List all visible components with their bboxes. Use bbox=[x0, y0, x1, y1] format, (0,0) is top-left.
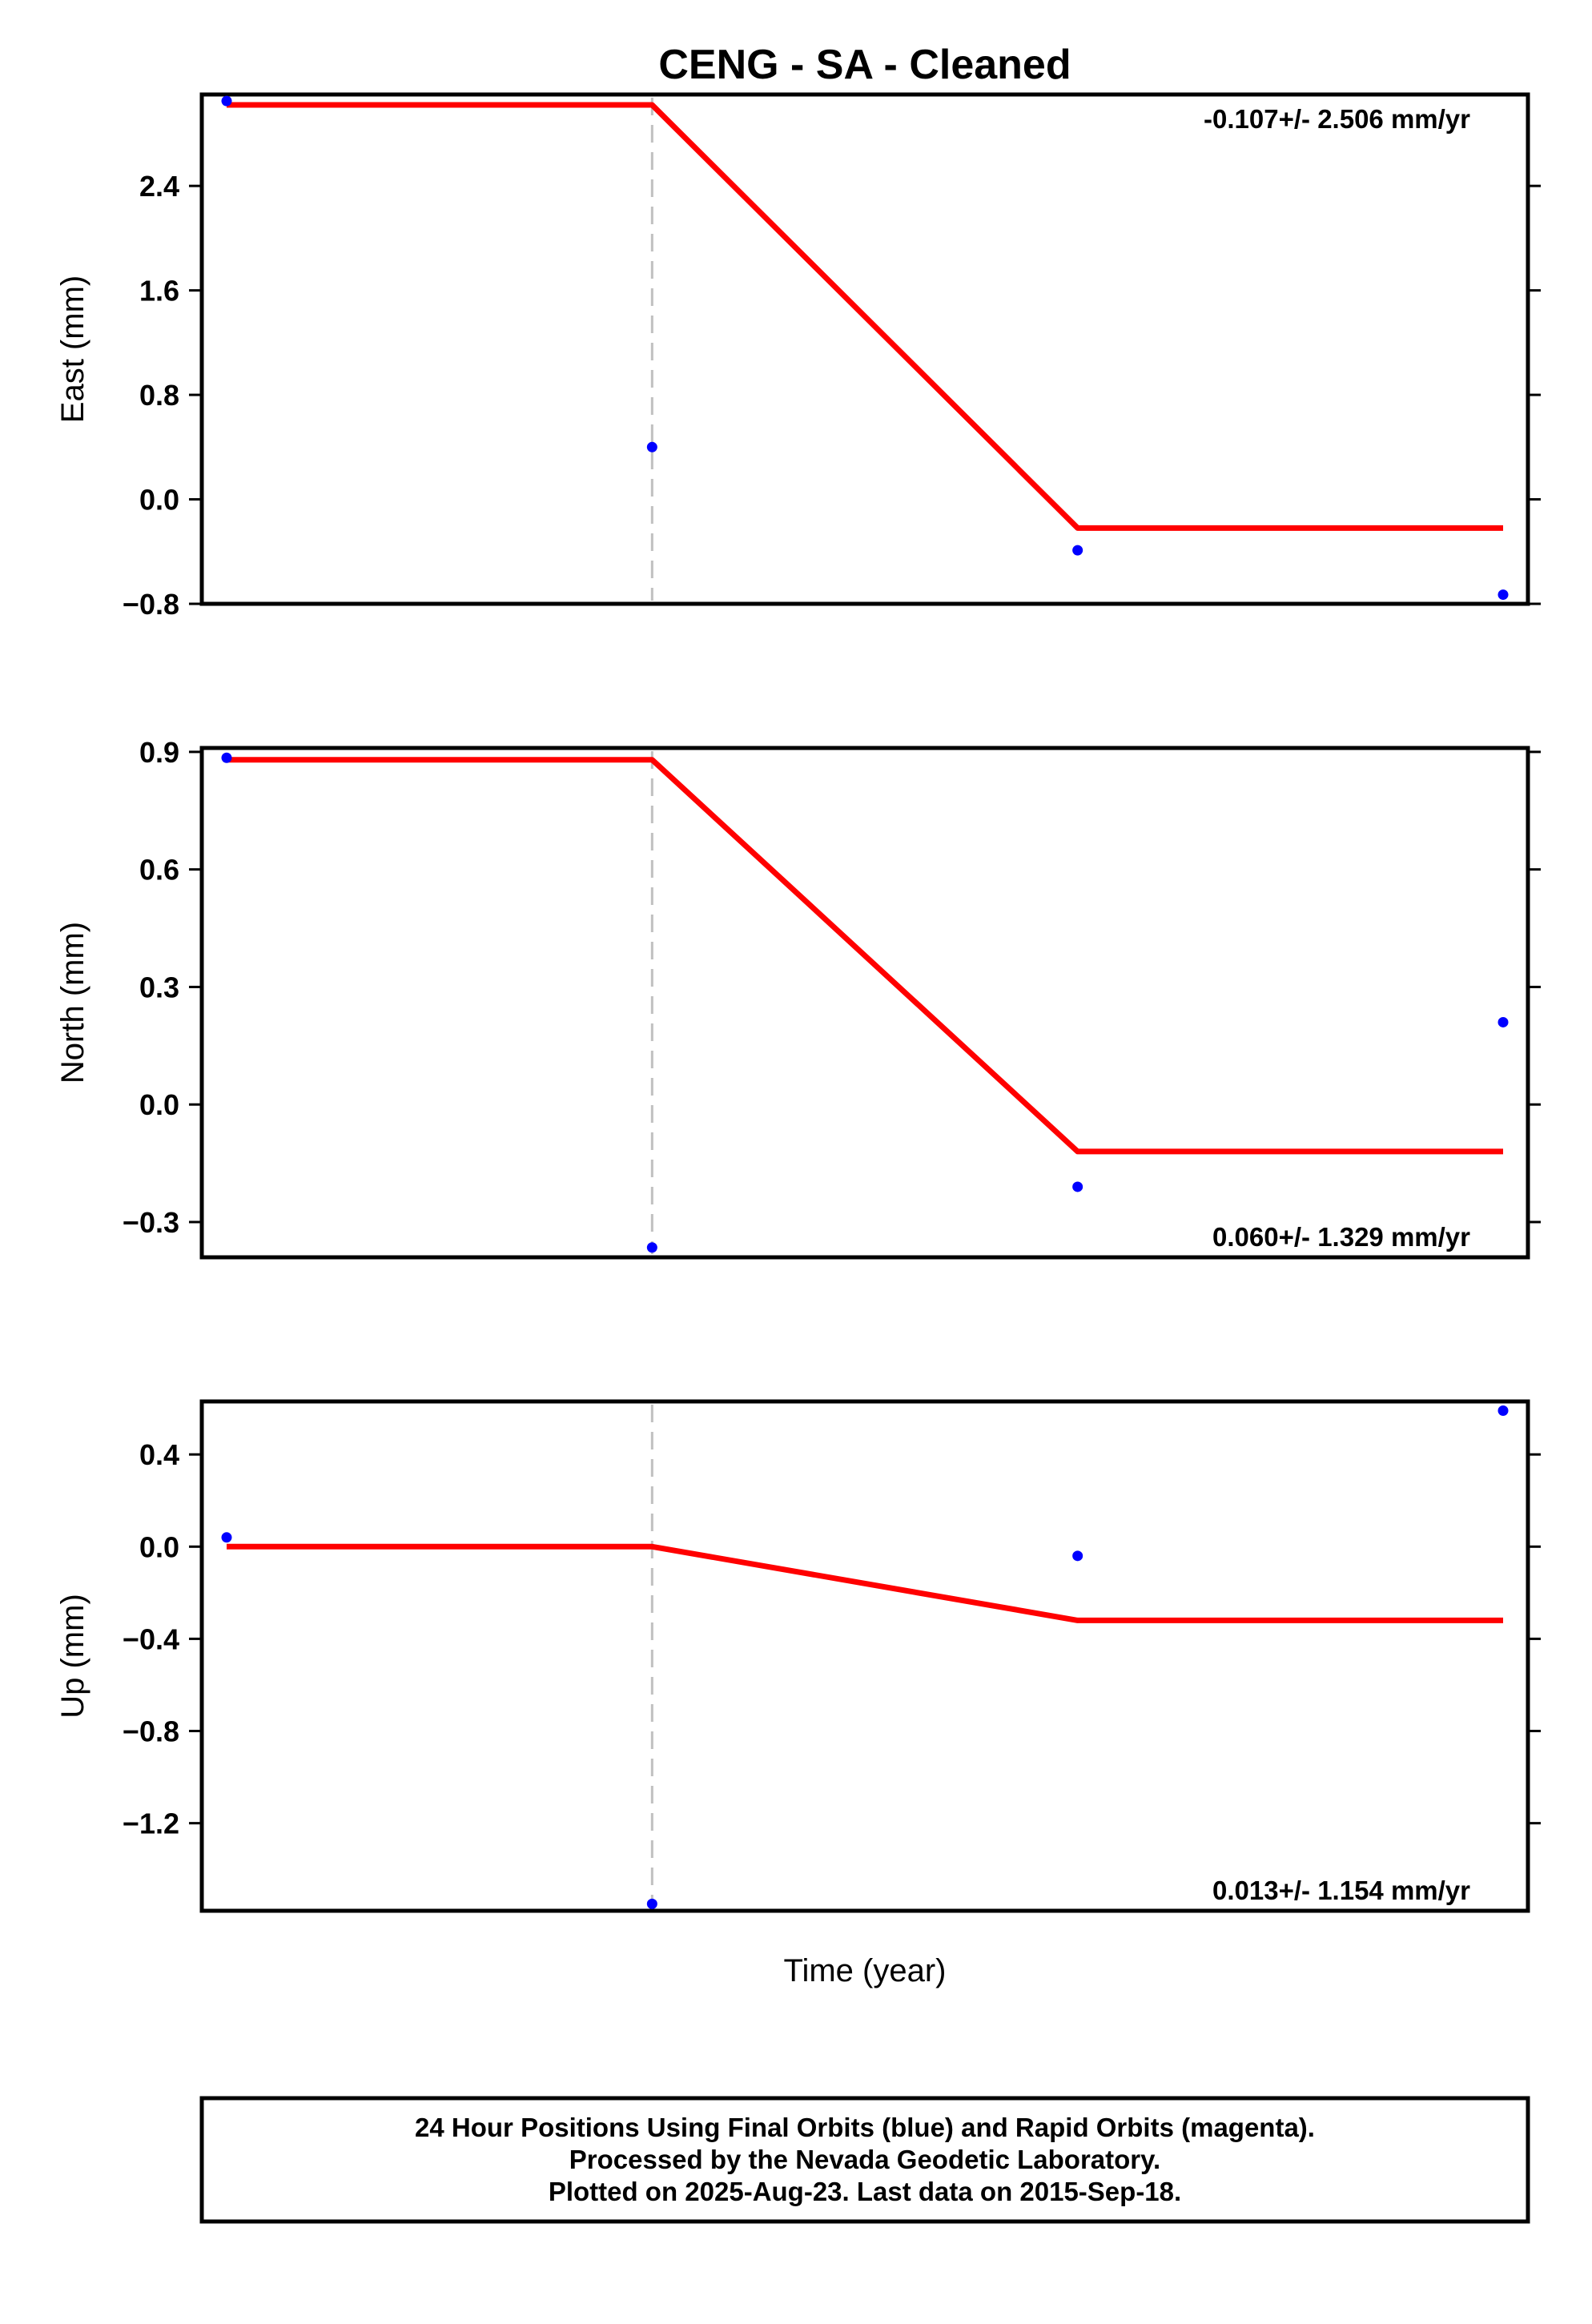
east-panel: 2.4 1.6 0.8 0.0 −0.8 East (mm) -0.107+/- 2.506… bbox=[55, 92, 1541, 621]
east-ytick-label: 0.0 bbox=[139, 484, 179, 517]
east-ytick-label: 1.6 bbox=[139, 275, 179, 308]
north-y-axis-label: North (mm) bbox=[55, 922, 90, 1084]
north-ytick-label: 0.6 bbox=[139, 854, 179, 887]
north-ytick-label: 0.0 bbox=[139, 1088, 179, 1121]
up-data-point bbox=[646, 1898, 657, 1909]
up-y-axis-label: Up (mm) bbox=[55, 1594, 90, 1719]
up-ytick-label: −0.4 bbox=[123, 1622, 179, 1655]
east-data-point bbox=[1498, 589, 1509, 601]
up-ytick-label: −0.8 bbox=[123, 1715, 179, 1748]
east-model-line bbox=[227, 102, 1503, 531]
footer-line-3: Plotted on 2025-Aug-23. Last data on 201… bbox=[549, 2177, 1181, 2206]
east-ytick-label: 2.4 bbox=[139, 170, 179, 203]
footer-box: 24 Hour Positions Using Final Orbits (bl… bbox=[199, 2096, 1530, 2224]
up-ytick-label: 0.4 bbox=[139, 1438, 179, 1471]
up-rate-label: 0.013+/- 1.154 mm/yr bbox=[1212, 1876, 1470, 1905]
north-data-point bbox=[221, 752, 232, 763]
up-model-line bbox=[227, 1543, 1503, 1623]
north-frame bbox=[199, 746, 1530, 1260]
footer-line-2: Processed by the Nevada Geodetic Laborat… bbox=[569, 2145, 1160, 2174]
up-ytick-label: −1.2 bbox=[123, 1807, 179, 1840]
up-frame bbox=[199, 1399, 1530, 1913]
footer-line-1: 24 Hour Positions Using Final Orbits (bl… bbox=[415, 2113, 1315, 2142]
east-ytick-label: 0.8 bbox=[139, 379, 179, 412]
east-data-point bbox=[1072, 545, 1083, 556]
north-data-point bbox=[1072, 1181, 1083, 1192]
x-axis-label: Time (year) bbox=[784, 1953, 947, 1988]
north-data-point bbox=[646, 1242, 657, 1253]
north-panel: 0.9 0.6 0.3 0.0 −0.3 North (mm) 0.060+/- 1.329… bbox=[55, 736, 1541, 1260]
east-data-point bbox=[646, 441, 657, 452]
north-ytick-label: 0.9 bbox=[139, 736, 179, 769]
east-data-point bbox=[221, 95, 232, 107]
up-data-point bbox=[221, 1532, 232, 1543]
east-ytick-label: −0.8 bbox=[123, 588, 179, 621]
north-model-line bbox=[227, 757, 1503, 1155]
north-rate-label: 0.060+/- 1.329 mm/yr bbox=[1212, 1222, 1470, 1252]
footer-frame bbox=[199, 2096, 1530, 2224]
north-ytick-label: 0.3 bbox=[139, 971, 179, 1003]
up-panel: 0.4 0.0 −0.4 −0.8 −1.2 Up (mm) 0.013+/- 1.154 … bbox=[55, 1399, 1541, 1913]
north-ytick-label: −0.3 bbox=[123, 1206, 179, 1239]
chart-title: CENG - SA - Cleaned bbox=[658, 42, 1071, 88]
up-data-point bbox=[1072, 1550, 1083, 1562]
east-rate-label: -0.107+/- 2.506 mm/yr bbox=[1204, 104, 1470, 134]
up-ytick-label: 0.0 bbox=[139, 1530, 179, 1563]
east-y-axis-label: East (mm) bbox=[55, 275, 90, 423]
up-data-point bbox=[1498, 1405, 1509, 1417]
north-data-point bbox=[1498, 1016, 1509, 1027]
east-frame bbox=[199, 92, 1530, 606]
